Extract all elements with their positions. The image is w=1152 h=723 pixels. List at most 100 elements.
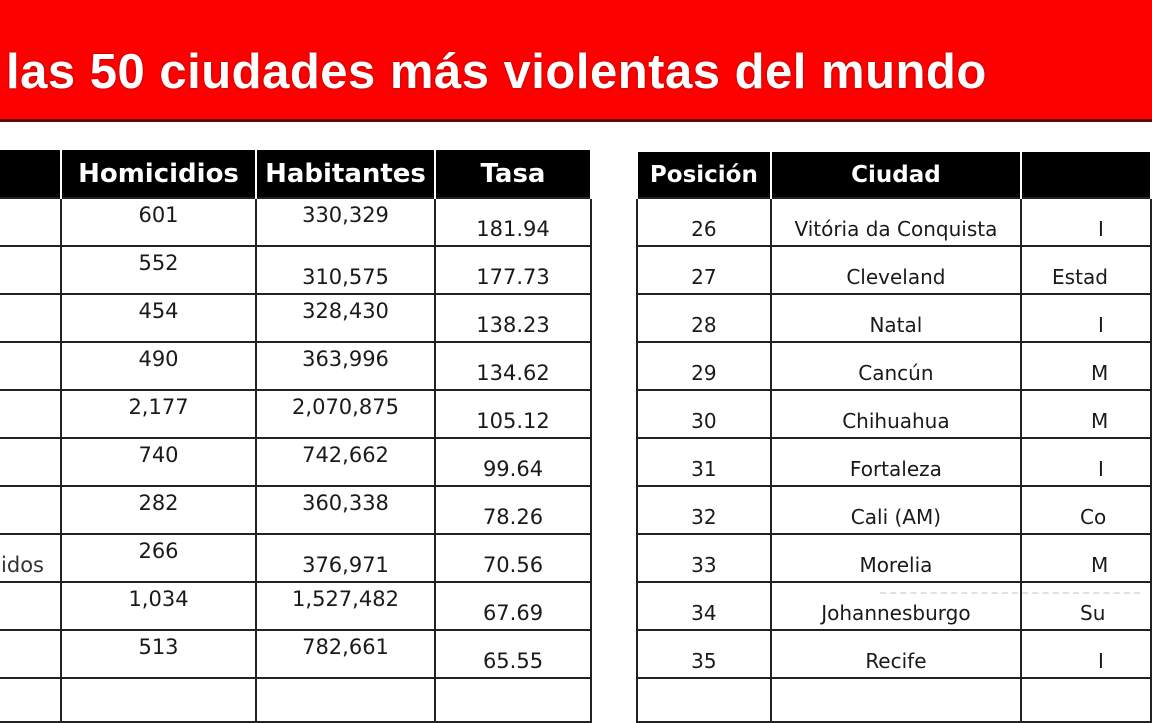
cutoff-cell [60, 677, 257, 723]
posicion-cell: 28 [636, 293, 772, 343]
city-cell-partial: idos [0, 533, 62, 583]
tasa-cell: 65.55 [434, 629, 592, 679]
habitantes-cell: 328,430 [255, 293, 436, 343]
pais-cell-partial: M [1020, 389, 1152, 439]
table-row: 490 363,996 134.62 [0, 341, 592, 391]
city-cell-partial [0, 293, 62, 343]
header-ciudad: Ciudad [769, 152, 1023, 198]
table-header-row: Homicidios Habitantes Tasa [0, 150, 592, 198]
homicidios-cell: 266 [60, 533, 257, 583]
pais-cell-partial: I [1020, 197, 1152, 247]
ciudad-cell: Chihuahua [769, 389, 1023, 439]
page-title: las 50 ciudades más violentas del mundo [6, 45, 987, 99]
table-row: 35 Recife I [636, 629, 1152, 679]
cutoff-cell [0, 677, 62, 723]
header-habitantes: Habitantes [255, 150, 436, 198]
table-row: 552 310,575 177.73 [0, 245, 592, 295]
table-row: 29 Cancún M [636, 341, 1152, 391]
posicion-cell: 34 [636, 581, 772, 631]
table-row: 513 782,661 65.55 [0, 629, 592, 679]
tasa-cell: 177.73 [434, 245, 592, 295]
tasa-cell: 181.94 [434, 197, 592, 247]
posicion-cell: 33 [636, 533, 772, 583]
ciudad-cell: Vitória da Conquista [769, 197, 1023, 247]
posicion-cell: 26 [636, 197, 772, 247]
table-header-row: Posición Ciudad [636, 152, 1152, 198]
table-row: 28 Natal I [636, 293, 1152, 343]
ciudad-cell: Cancún [769, 341, 1023, 391]
pais-cell-partial: Estad [1020, 245, 1152, 295]
table-row-cutoff [636, 677, 1152, 723]
table-row: 26 Vitória da Conquista I [636, 197, 1152, 247]
table-row: idos 266 376,971 70.56 [0, 533, 592, 583]
header-pais-partial [1020, 152, 1152, 198]
table-row: 740 742,662 99.64 [0, 437, 592, 487]
homicidios-cell: 601 [60, 197, 257, 247]
header-homicidios: Homicidios [60, 150, 257, 198]
city-cell-partial [0, 245, 62, 295]
habitantes-cell: 782,661 [255, 629, 436, 679]
table-row: 31 Fortaleza I [636, 437, 1152, 487]
ciudad-cell: Cleveland [769, 245, 1023, 295]
city-cell-partial [0, 197, 62, 247]
city-cell-partial [0, 341, 62, 391]
homicidios-cell: 2,177 [60, 389, 257, 439]
table-row: 32 Cali (AM) Co [636, 485, 1152, 535]
table-row: 2,177 2,070,875 105.12 [0, 389, 592, 439]
ciudad-cell: Natal [769, 293, 1023, 343]
table-row: 1,034 1,527,482 67.69 [0, 581, 592, 631]
table-row: 27 Cleveland Estad [636, 245, 1152, 295]
homicidios-cell: 552 [60, 245, 257, 295]
homicidios-cell: 282 [60, 485, 257, 535]
habitantes-cell: 1,527,482 [255, 581, 436, 631]
table-row: 601 330,329 181.94 [0, 197, 592, 247]
homicidios-cell: 490 [60, 341, 257, 391]
left-ranking-table: Homicidios Habitantes Tasa 601 330,329 1… [0, 150, 592, 723]
city-cell-partial [0, 629, 62, 679]
cutoff-cell [255, 677, 436, 723]
table-row: 34 Johannesburgo Su [636, 581, 1152, 631]
habitantes-cell: 2,070,875 [255, 389, 436, 439]
tasa-cell: 78.26 [434, 485, 592, 535]
habitantes-cell: 742,662 [255, 437, 436, 487]
pais-cell-partial: I [1020, 293, 1152, 343]
homicidios-cell: 513 [60, 629, 257, 679]
title-banner: las 50 ciudades más violentas del mundo [0, 0, 1152, 122]
tasa-cell: 99.64 [434, 437, 592, 487]
homicidios-cell: 1,034 [60, 581, 257, 631]
table-row: 454 328,430 138.23 [0, 293, 592, 343]
habitantes-cell: 376,971 [255, 533, 436, 583]
header-posicion: Posición [636, 152, 772, 198]
pais-cell-partial: I [1020, 437, 1152, 487]
cutoff-cell [1020, 677, 1152, 723]
ciudad-cell: Johannesburgo [769, 581, 1023, 631]
header-tasa: Tasa [434, 150, 592, 198]
cutoff-cell [769, 677, 1023, 723]
ciudad-cell: Morelia [769, 533, 1023, 583]
posicion-cell: 32 [636, 485, 772, 535]
posicion-cell: 27 [636, 245, 772, 295]
ciudad-cell: Fortaleza [769, 437, 1023, 487]
habitantes-cell: 330,329 [255, 197, 436, 247]
city-cell-partial [0, 485, 62, 535]
table-row: 282 360,338 78.26 [0, 485, 592, 535]
tasa-cell: 138.23 [434, 293, 592, 343]
posicion-cell: 29 [636, 341, 772, 391]
pais-cell-partial: Su [1020, 581, 1152, 631]
posicion-cell: 30 [636, 389, 772, 439]
pais-cell-partial: I [1020, 629, 1152, 679]
header-city-partial [0, 150, 62, 198]
homicidios-cell: 454 [60, 293, 257, 343]
right-ranking-table: Posición Ciudad 26 Vitória da Conquista … [636, 152, 1152, 723]
table-row-cutoff [0, 677, 592, 723]
city-cell-partial [0, 389, 62, 439]
habitantes-cell: 363,996 [255, 341, 436, 391]
tasa-cell: 134.62 [434, 341, 592, 391]
tasa-cell: 67.69 [434, 581, 592, 631]
table-row: 33 Morelia M [636, 533, 1152, 583]
pais-cell-partial: M [1020, 341, 1152, 391]
ciudad-cell: Recife [769, 629, 1023, 679]
pais-cell-partial: M [1020, 533, 1152, 583]
posicion-cell: 35 [636, 629, 772, 679]
ciudad-cell: Cali (AM) [769, 485, 1023, 535]
